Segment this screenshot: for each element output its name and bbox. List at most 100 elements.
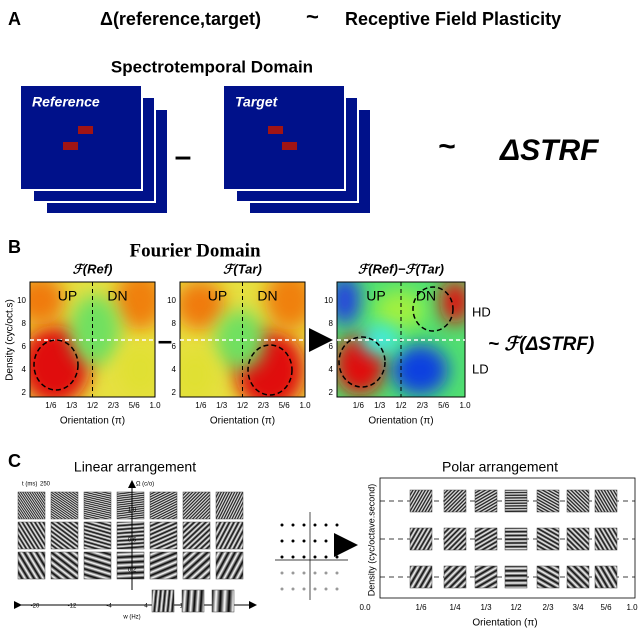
y-tick-label: 6 bbox=[172, 342, 177, 351]
red-patch bbox=[78, 126, 93, 134]
polar-grating bbox=[566, 527, 590, 551]
tilde: ~ bbox=[438, 130, 456, 163]
heatmap-blob bbox=[392, 345, 448, 395]
stack-sheet bbox=[222, 84, 346, 191]
dn-label: DN bbox=[416, 288, 436, 304]
x-axis-label: Orientation (π) bbox=[368, 416, 433, 427]
lattice-dot bbox=[291, 571, 295, 575]
linear-grating bbox=[83, 521, 112, 550]
stack-sheet bbox=[19, 84, 143, 191]
lattice-dot bbox=[313, 587, 317, 591]
hd-label: HD bbox=[472, 304, 491, 319]
lattice-dot bbox=[335, 555, 339, 559]
linear-grating bbox=[116, 491, 145, 520]
x-tick-label: 3/4 bbox=[572, 603, 584, 612]
x-tick-label: 2/3 bbox=[417, 401, 429, 410]
y-tick-label: 2 bbox=[22, 388, 27, 397]
polar-grating bbox=[594, 565, 618, 589]
polar-title: Polar arrangement bbox=[442, 459, 558, 475]
x-tick-label: 1/2 bbox=[87, 401, 99, 410]
y-tick-label: 10 bbox=[324, 296, 333, 305]
x-axis-label: Orientation (π) bbox=[472, 618, 537, 629]
heatmap bbox=[30, 282, 155, 397]
x-tick-label: 1/3 bbox=[66, 401, 78, 410]
lattice-dot bbox=[313, 523, 317, 527]
x-tick-label: 1/3 bbox=[216, 401, 228, 410]
panel-title: Fourier Domain bbox=[129, 240, 260, 261]
lattice-dot bbox=[302, 523, 306, 527]
lattice-dot bbox=[280, 555, 284, 559]
axis-note: Ω (c/o) bbox=[136, 482, 154, 488]
polar-grating bbox=[443, 565, 467, 589]
linear-grating bbox=[211, 589, 235, 613]
linear-grating bbox=[116, 551, 145, 580]
axis-note: t (ms) bbox=[22, 482, 37, 488]
x-tick-label: 2/3 bbox=[542, 603, 554, 612]
linear-grating bbox=[17, 491, 46, 520]
heatmap-blob bbox=[180, 282, 225, 330]
sheet-label: Reference bbox=[32, 94, 100, 110]
x-tick-label: 1.0 bbox=[299, 401, 311, 410]
header-right: Receptive Field Plasticity bbox=[345, 9, 561, 29]
heatmap-blob bbox=[70, 295, 120, 365]
x-axis-label: Orientation (π) bbox=[60, 416, 125, 427]
y-axis-label: Density (cyc/oct.s) bbox=[5, 299, 16, 381]
roi bbox=[412, 286, 454, 332]
x-tick-label: 1/3 bbox=[480, 603, 492, 612]
panel-label: A bbox=[8, 9, 21, 29]
omega-tick: 1.0 bbox=[128, 508, 137, 514]
x-tick-label: 1/2 bbox=[510, 603, 522, 612]
lattice-dot bbox=[335, 587, 339, 591]
x-tick-label: 1.0 bbox=[459, 401, 471, 410]
x-tick-label: 5/6 bbox=[438, 401, 450, 410]
linear-grating bbox=[215, 491, 244, 520]
linear-grating bbox=[116, 521, 145, 550]
x-axis-label: Orientation (π) bbox=[210, 416, 275, 427]
y-tick-label: 4 bbox=[172, 365, 177, 374]
red-patch bbox=[268, 126, 283, 134]
axis-note: 250 bbox=[40, 482, 51, 488]
lattice-dot bbox=[280, 571, 284, 575]
panel-label: C bbox=[8, 451, 21, 471]
roi bbox=[338, 336, 386, 388]
lattice-dot bbox=[302, 587, 306, 591]
panel-label: B bbox=[8, 237, 21, 257]
polar-grating bbox=[536, 527, 560, 551]
x-tick-label: 1/2 bbox=[237, 401, 249, 410]
y-tick-label: 4 bbox=[22, 365, 27, 374]
heatmap bbox=[337, 282, 465, 397]
map-title: ℱ(Ref) bbox=[73, 261, 113, 276]
subtitle: Spectrotemporal Domain bbox=[111, 57, 313, 76]
x-tick-label: 1/6 bbox=[45, 401, 57, 410]
dn-label: DN bbox=[107, 288, 127, 304]
map-title: ℱ(Ref)−ℱ(Tar) bbox=[358, 261, 444, 276]
heatmap-blob bbox=[375, 290, 425, 330]
x-tick-label: 0.0 bbox=[359, 603, 371, 612]
polar-grating bbox=[536, 489, 560, 513]
minus: – bbox=[175, 140, 192, 173]
linear-grating bbox=[83, 491, 112, 520]
w-tick: -20 bbox=[31, 604, 40, 610]
polar-grating bbox=[474, 527, 498, 551]
lattice-dot bbox=[324, 587, 328, 591]
linear-grating bbox=[50, 491, 79, 520]
linear-grating bbox=[149, 521, 178, 550]
polar-grating bbox=[566, 565, 590, 589]
x-tick-label: 2/3 bbox=[258, 401, 270, 410]
lattice-dot bbox=[302, 555, 306, 559]
polar-grating bbox=[504, 565, 528, 589]
x-tick-label: 1/6 bbox=[353, 401, 365, 410]
lattice-dot bbox=[291, 587, 295, 591]
x-tick-label: 1.0 bbox=[626, 603, 638, 612]
polar-grating bbox=[474, 489, 498, 513]
polar-grating bbox=[409, 527, 433, 551]
lattice-dot bbox=[335, 539, 339, 543]
y-tick-label: 6 bbox=[22, 342, 27, 351]
lattice-dot bbox=[313, 571, 317, 575]
lattice-dot bbox=[324, 555, 328, 559]
y-tick-label: 8 bbox=[22, 319, 27, 328]
polar-grating bbox=[594, 489, 618, 513]
lattice-dot bbox=[324, 571, 328, 575]
linear-grating bbox=[50, 521, 79, 550]
